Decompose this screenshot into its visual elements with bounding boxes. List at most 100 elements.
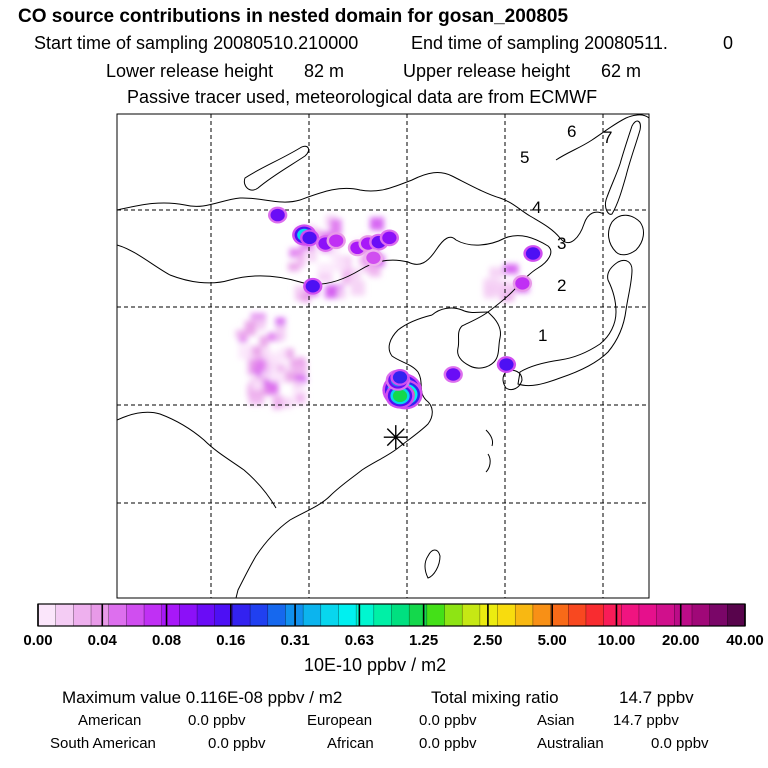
faint-cell-1-28 — [290, 359, 307, 368]
coastline-border-south — [117, 236, 457, 285]
end-time-hour: 0 — [723, 33, 734, 53]
colorbar-tick-label-1: 0.04 — [87, 632, 117, 649]
faint-cell-1-24 — [276, 364, 286, 373]
coastline-japan-honshu — [517, 259, 633, 387]
day-labels: 1 2 34 5 6 7 — [520, 122, 612, 345]
colorbar-tick-label-0: 0.00 — [23, 632, 53, 649]
coastline-border-southwest — [117, 411, 277, 509]
faint-cell-0-36 — [325, 285, 338, 299]
hotspot-8-ring-1 — [329, 234, 344, 247]
faint-cell-1-15 — [283, 348, 294, 360]
hotspot-19-ring-1 — [446, 368, 461, 381]
hotspot-8 — [326, 232, 346, 250]
colorbar-cell-14 — [267, 604, 286, 626]
region-australian-value: 0.0 ppbv — [651, 735, 709, 752]
faint-cell-2-3 — [267, 332, 282, 342]
coastline-russia-fareast — [555, 114, 649, 161]
map-frame — [116, 113, 650, 599]
colorbar-cell-24 — [444, 604, 463, 626]
receptor-marker — [383, 425, 408, 450]
colorbar-cell-34 — [621, 604, 640, 626]
hotspot-6-ring-1 — [302, 231, 317, 245]
lat-lon-grid — [117, 114, 649, 598]
colorbar-cell-1 — [38, 604, 57, 626]
colorbar-cell-37 — [674, 604, 693, 626]
start-time-label: Start time of sampling 20080510.210000 — [34, 33, 359, 53]
colorbar-cell-31 — [568, 604, 587, 626]
colorbar-tick-label-5: 0.63 — [344, 632, 374, 649]
lower-release-value: 82 m — [304, 61, 345, 81]
day-label-4: 4 — [532, 198, 541, 217]
colorbar-unit: 10E-10 ppbv / m2 — [304, 655, 447, 675]
hotspot-17-ring-1 — [515, 277, 530, 290]
colorbar-cell-26 — [479, 604, 499, 626]
coastline-korea — [457, 311, 501, 369]
faint-cell-2-11 — [238, 344, 253, 360]
faint-cell-0-32 — [332, 257, 348, 271]
hotspot-6 — [299, 229, 320, 247]
colorbar-cell-18 — [338, 604, 357, 626]
faint-cell-1-33 — [296, 393, 305, 403]
region-south-american-value: 0.0 ppbv — [208, 735, 266, 752]
hotspot-14-ring-1 — [270, 208, 285, 222]
faint-cell-1-36 — [293, 363, 308, 376]
max-value-label: Maximum value 0.116E-08 ppbv / m2 — [62, 688, 343, 707]
colorbar-cell-33 — [603, 604, 622, 626]
day-label-6: 6 — [567, 122, 576, 141]
day-label-7: 7 — [603, 128, 612, 147]
faint-cell-2-13 — [276, 349, 287, 362]
coastline-liaodong — [431, 307, 489, 316]
region-european-value: 0.0 ppbv — [419, 712, 477, 729]
faint-cell-0-7 — [307, 247, 317, 262]
colorbar-tick-label-9: 10.00 — [597, 632, 636, 649]
upper-release-value: 62 m — [601, 61, 642, 81]
region-african-name: African — [327, 735, 374, 752]
colorbar-cell-29 — [532, 604, 552, 626]
colorbar-cell-40 — [727, 604, 746, 626]
faint-cell-1-17 — [285, 370, 298, 383]
faint-cell-0-27 — [296, 253, 305, 268]
total-mixing-label: Total mixing ratio — [431, 688, 559, 707]
passive-tracer-note: Passive tracer used, meteorological data… — [127, 87, 598, 107]
faint-cell-0-14 — [350, 280, 365, 296]
colorbar-cell-23 — [426, 604, 446, 626]
faint-cell-1-25 — [270, 374, 284, 384]
colorbar-cell-6 — [126, 604, 145, 626]
region-american-name: American — [78, 712, 142, 729]
coastline-border-north — [117, 172, 605, 244]
colorbar-cell-19 — [356, 604, 375, 626]
colorbar-cell-20 — [373, 604, 392, 626]
hotspot-12-ring-1 — [382, 231, 397, 245]
colorbar-cell-9 — [179, 604, 198, 626]
faint-cell-1-19 — [295, 374, 307, 384]
end-time-label: End time of sampling 20080511. — [411, 33, 668, 53]
colorbar — [37, 603, 746, 627]
day-label-2: 2 — [557, 276, 566, 295]
hotspot-14 — [268, 206, 288, 224]
colorbar-cell-39 — [709, 604, 728, 626]
colorbar-cell-10 — [197, 604, 216, 626]
colorbar-cell-4 — [91, 604, 110, 626]
hotspot-12 — [379, 229, 400, 247]
colorbar-cell-22 — [409, 604, 428, 626]
coastline-japan-kyushu — [502, 369, 523, 391]
faint-cell-0-15 — [369, 217, 384, 231]
hotspot-17 — [512, 275, 533, 292]
faint-cell-2-10 — [244, 320, 256, 336]
colorbar-cell-17 — [320, 604, 339, 626]
faint-cell-0-26 — [301, 291, 311, 303]
region-african-value: 0.0 ppbv — [419, 735, 477, 752]
colorbar-tick-label-2: 0.08 — [151, 632, 182, 649]
colorbar-cell-25 — [462, 604, 481, 626]
faint-cell-2-12 — [262, 349, 272, 360]
faint-cell-1-31 — [283, 397, 293, 409]
faint-cell-3-5 — [489, 267, 504, 278]
day-label-3: 3 — [557, 234, 566, 253]
colorbar-cell-36 — [656, 604, 675, 626]
faint-cell-0-33 — [330, 218, 342, 235]
colorbar-tick-label-8: 5.00 — [537, 632, 567, 649]
colorbar-cell-3 — [73, 604, 92, 626]
region-south-american-name: South American — [50, 735, 156, 752]
faint-cell-2-7 — [259, 335, 269, 348]
day-label-1: 1 — [538, 326, 547, 345]
